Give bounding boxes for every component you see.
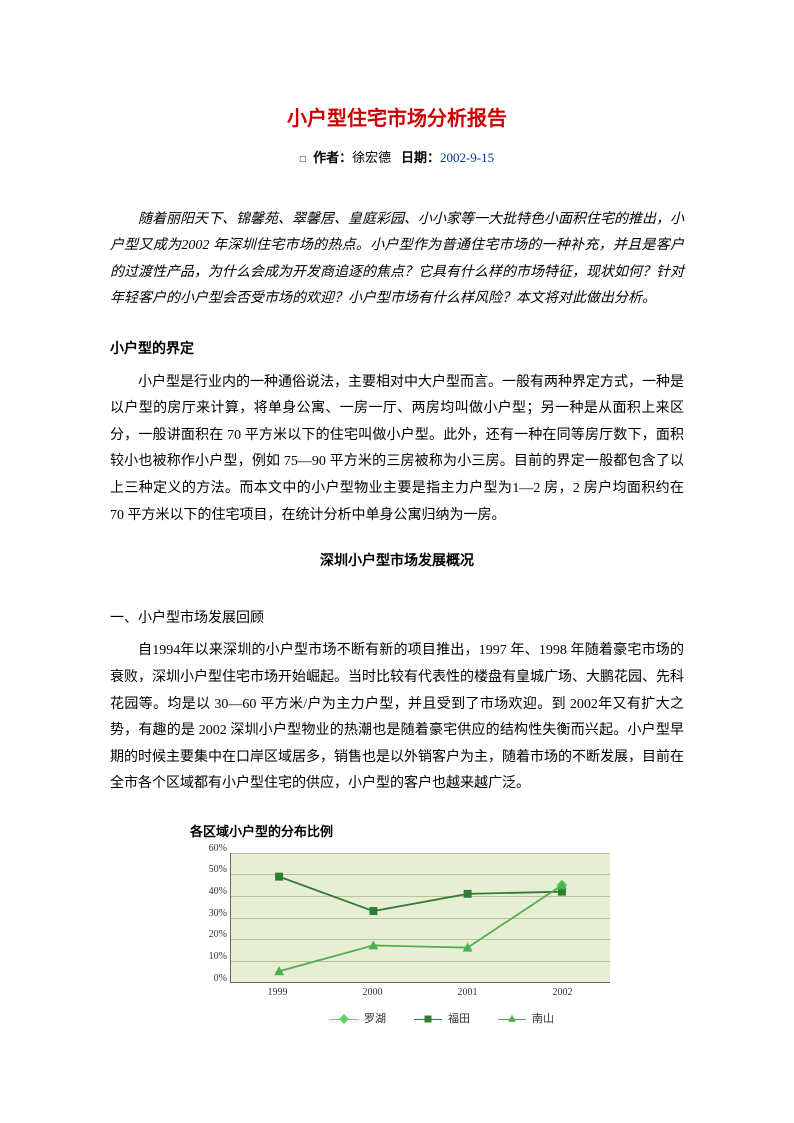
- section-heading-definition: 小户型的界定: [110, 337, 684, 364]
- chart-y-axis-labels: 0%10%20%30%40%50%60%: [193, 845, 227, 975]
- byline-bullet: □: [300, 154, 306, 165]
- legend-label-luohu: 罗湖: [364, 1009, 386, 1030]
- author-name: 徐宏德: [352, 150, 391, 165]
- page-title: 小户型住宅市场分析报告: [110, 100, 684, 138]
- legend-item-futian: 福田: [414, 1009, 470, 1030]
- chart-legend: 罗湖 福田 南山: [330, 1009, 620, 1030]
- triangle-marker-icon: [498, 1014, 526, 1024]
- diamond-marker-icon: [330, 1014, 358, 1024]
- paragraph-definition: 小户型是行业内的一种通俗说法，主要相对中大户型而言。一般有两种界定方式，一种是以…: [110, 370, 684, 530]
- square-marker-icon: [414, 1014, 442, 1024]
- author-label: 作者：: [313, 150, 352, 165]
- legend-label-futian: 福田: [448, 1009, 470, 1030]
- paragraph-history: 自1994年以来深圳的小户型市场不断有新的项目推出，1997 年、1998 年随…: [110, 638, 684, 798]
- byline: □ 作者：徐宏德 日期：2002-9-15: [110, 146, 684, 171]
- center-heading-overview: 深圳小户型市场发展概况: [110, 549, 684, 576]
- subsection-heading-history: 一、小户型市场发展回顾: [110, 606, 684, 633]
- intro-paragraph: 随着丽阳天下、锦馨苑、翠馨居、皇庭彩园、小小家等一大批特色小面积住宅的推出，小户…: [110, 207, 684, 313]
- legend-item-nanshan: 南山: [498, 1009, 554, 1030]
- legend-item-luohu: 罗湖: [330, 1009, 386, 1030]
- chart-title: 各区域小户型的分布比例: [190, 820, 684, 845]
- distribution-chart: 0%10%20%30%40%50%60% 1999200020012002 罗湖…: [190, 853, 620, 1030]
- chart-plot-area: 0%10%20%30%40%50%60%: [230, 853, 610, 983]
- date-label: 日期：: [401, 150, 440, 165]
- chart-x-axis-labels: 1999200020012002: [230, 983, 610, 999]
- legend-label-nanshan: 南山: [532, 1009, 554, 1030]
- date-value: 2002-9-15: [440, 150, 494, 165]
